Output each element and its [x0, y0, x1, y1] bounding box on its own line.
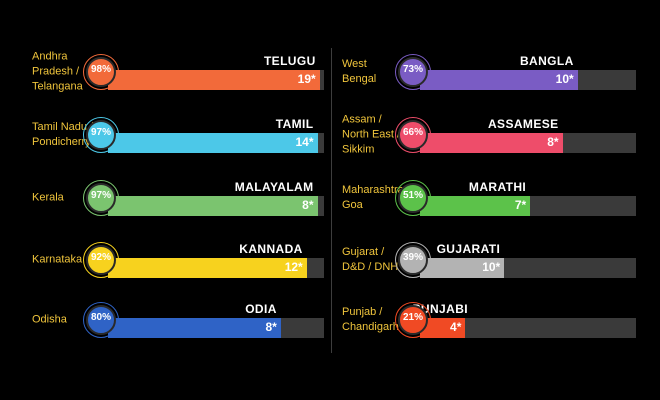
percent-badge	[398, 120, 428, 150]
region-label: West Bengal	[342, 58, 377, 85]
bar-row: ASSAMESE 8* 66%	[395, 113, 638, 155]
bar-fill	[108, 258, 307, 278]
percent-badge	[86, 183, 116, 213]
bar-row: ODIA 8* 80%	[83, 298, 326, 340]
region-label: Assam / North East / Sikkim	[342, 113, 400, 156]
percent-ring	[83, 117, 119, 153]
percent-label: 80%	[90, 312, 111, 323]
region-label: Gujarat / D&D / DNH	[342, 246, 399, 273]
language-label: MALAYALAM	[234, 180, 314, 194]
language-label: GUJARATI	[436, 242, 501, 256]
percent-ring	[395, 242, 431, 278]
bar-row: BANGLA 10* 73%	[395, 50, 638, 92]
percent-badge	[86, 305, 116, 335]
region-label: Andhra Pradesh / Telangana	[32, 50, 83, 93]
bar-fill	[420, 196, 531, 216]
bar-fill	[108, 70, 320, 90]
bar-row: MARATHI 7* 51%	[395, 176, 638, 218]
percent-badge	[398, 245, 428, 275]
bar-fill	[420, 133, 563, 153]
bar-track: 10*	[420, 258, 636, 278]
bar-row: TAMIL 14* 97%	[83, 113, 326, 155]
count-label: 10*	[482, 260, 501, 274]
bar-track: 14*	[108, 133, 324, 153]
bar-track: 12*	[108, 258, 324, 278]
bar-track: 8*	[108, 318, 324, 338]
percent-ring	[83, 180, 119, 216]
bar-fill	[420, 318, 466, 338]
bar-fill	[420, 258, 505, 278]
percent-label: 51%	[402, 190, 423, 201]
bar-fill	[108, 133, 318, 153]
language-label: TAMIL	[275, 117, 314, 131]
bar-row: TELUGU 19* 98%	[83, 50, 326, 92]
percent-label: 66%	[402, 127, 423, 138]
percent-ring	[395, 117, 431, 153]
count-label: 8*	[302, 198, 314, 212]
language-label: KANNADA	[239, 242, 303, 256]
percent-ring	[83, 54, 119, 90]
count-label: 10*	[555, 72, 574, 86]
region-label: Tamil Nadu / Pondicherry	[32, 121, 93, 148]
count-label: 8*	[265, 320, 277, 334]
bar-row: KANNADA 12* 92%	[83, 238, 326, 280]
bar-fill	[420, 70, 578, 90]
bar-track: 19*	[108, 70, 324, 90]
percent-badge	[86, 245, 116, 275]
percent-label: 73%	[402, 64, 423, 75]
percent-badge	[398, 305, 428, 335]
bar-track: 7*	[420, 196, 636, 216]
bar-track: 10*	[420, 70, 636, 90]
language-label: MARATHI	[468, 180, 527, 194]
percent-badge	[398, 183, 428, 213]
region-label: Kerala	[32, 191, 64, 204]
column-divider	[331, 48, 332, 353]
percent-ring	[395, 302, 431, 338]
percent-label: 92%	[90, 252, 111, 263]
language-label: BANGLA	[519, 54, 574, 68]
bar-track: 8*	[108, 196, 324, 216]
percent-ring	[83, 242, 119, 278]
region-label: Odisha	[32, 313, 67, 326]
bar-track: 4*	[420, 318, 636, 338]
percent-label: 97%	[90, 190, 111, 201]
language-label: TELUGU	[263, 54, 316, 68]
count-label: 8*	[547, 135, 559, 149]
bar-fill	[108, 196, 318, 216]
language-label: ODIA	[245, 302, 277, 316]
bar-row: GUJARATI 10* 39%	[395, 238, 638, 280]
count-label: 19*	[297, 72, 316, 86]
percent-label: 98%	[90, 64, 111, 75]
percent-badge	[86, 57, 116, 87]
count-label: 14*	[295, 135, 314, 149]
bar-track: 8*	[420, 133, 636, 153]
language-label: ASSAMESE	[487, 117, 559, 131]
percent-badge	[398, 57, 428, 87]
bar-fill	[108, 318, 281, 338]
percent-ring	[395, 54, 431, 90]
count-label: 12*	[284, 260, 303, 274]
percent-ring	[83, 302, 119, 338]
bar-row: MALAYALAM 8* 97%	[83, 176, 326, 218]
percent-badge	[86, 120, 116, 150]
count-label: 4*	[450, 320, 462, 334]
count-label: 7*	[514, 198, 527, 212]
percent-label: 21%	[402, 312, 423, 323]
region-label: Punjab / Chandigarh	[342, 306, 399, 333]
bar-row: PUNJABI 4* 21%	[395, 298, 638, 340]
region-label: Karnataka	[32, 253, 83, 266]
percent-label: 39%	[402, 252, 423, 263]
percent-ring	[395, 180, 431, 216]
percent-label: 97%	[90, 127, 111, 138]
